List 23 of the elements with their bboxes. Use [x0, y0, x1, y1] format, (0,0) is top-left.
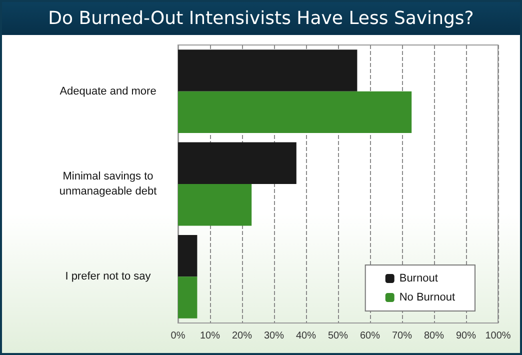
bar	[178, 234, 198, 277]
x-tick-label: 0%	[170, 330, 186, 342]
bar	[178, 91, 412, 134]
y-tick-label: Adequate and more	[60, 85, 156, 98]
x-tick-label: 30%	[264, 330, 284, 342]
x-tick-label: 90%	[456, 330, 476, 342]
chart-title: Do Burned-Out Intensivists Have Less Savings?	[2, 2, 520, 35]
bar	[178, 184, 252, 226]
x-tick-label: 70%	[392, 330, 412, 342]
x-tick-label: 100%	[485, 330, 511, 342]
x-tick-label: 40%	[296, 330, 316, 342]
x-tick-label: 50%	[328, 330, 348, 342]
x-tick-label: 60%	[360, 330, 380, 342]
x-tick-label: 10%	[200, 330, 220, 342]
x-tick-label: 20%	[232, 330, 252, 342]
bar	[178, 50, 358, 92]
legend-label: No Burnout	[399, 292, 456, 304]
bar	[178, 142, 296, 184]
y-tick-label: I prefer not to say	[65, 270, 152, 283]
bar	[178, 276, 198, 318]
legend-label: Burnout	[399, 272, 438, 284]
x-tick-label: 80%	[424, 330, 444, 342]
y-tick-label: Minimal savings to unmanageable debt	[59, 170, 157, 198]
